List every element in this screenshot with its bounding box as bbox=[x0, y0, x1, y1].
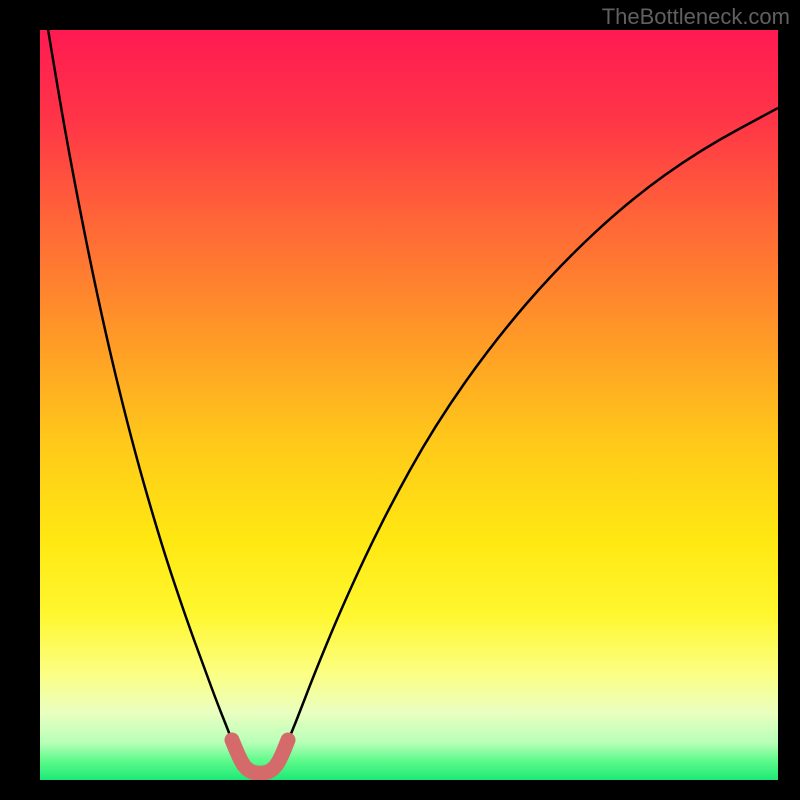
valley-mark bbox=[232, 740, 288, 773]
curve-left bbox=[40, 30, 234, 746]
curves-svg bbox=[40, 30, 778, 780]
plot-area bbox=[40, 30, 778, 780]
watermark-text: TheBottleneck.com bbox=[602, 4, 790, 30]
curve-right bbox=[286, 108, 778, 746]
